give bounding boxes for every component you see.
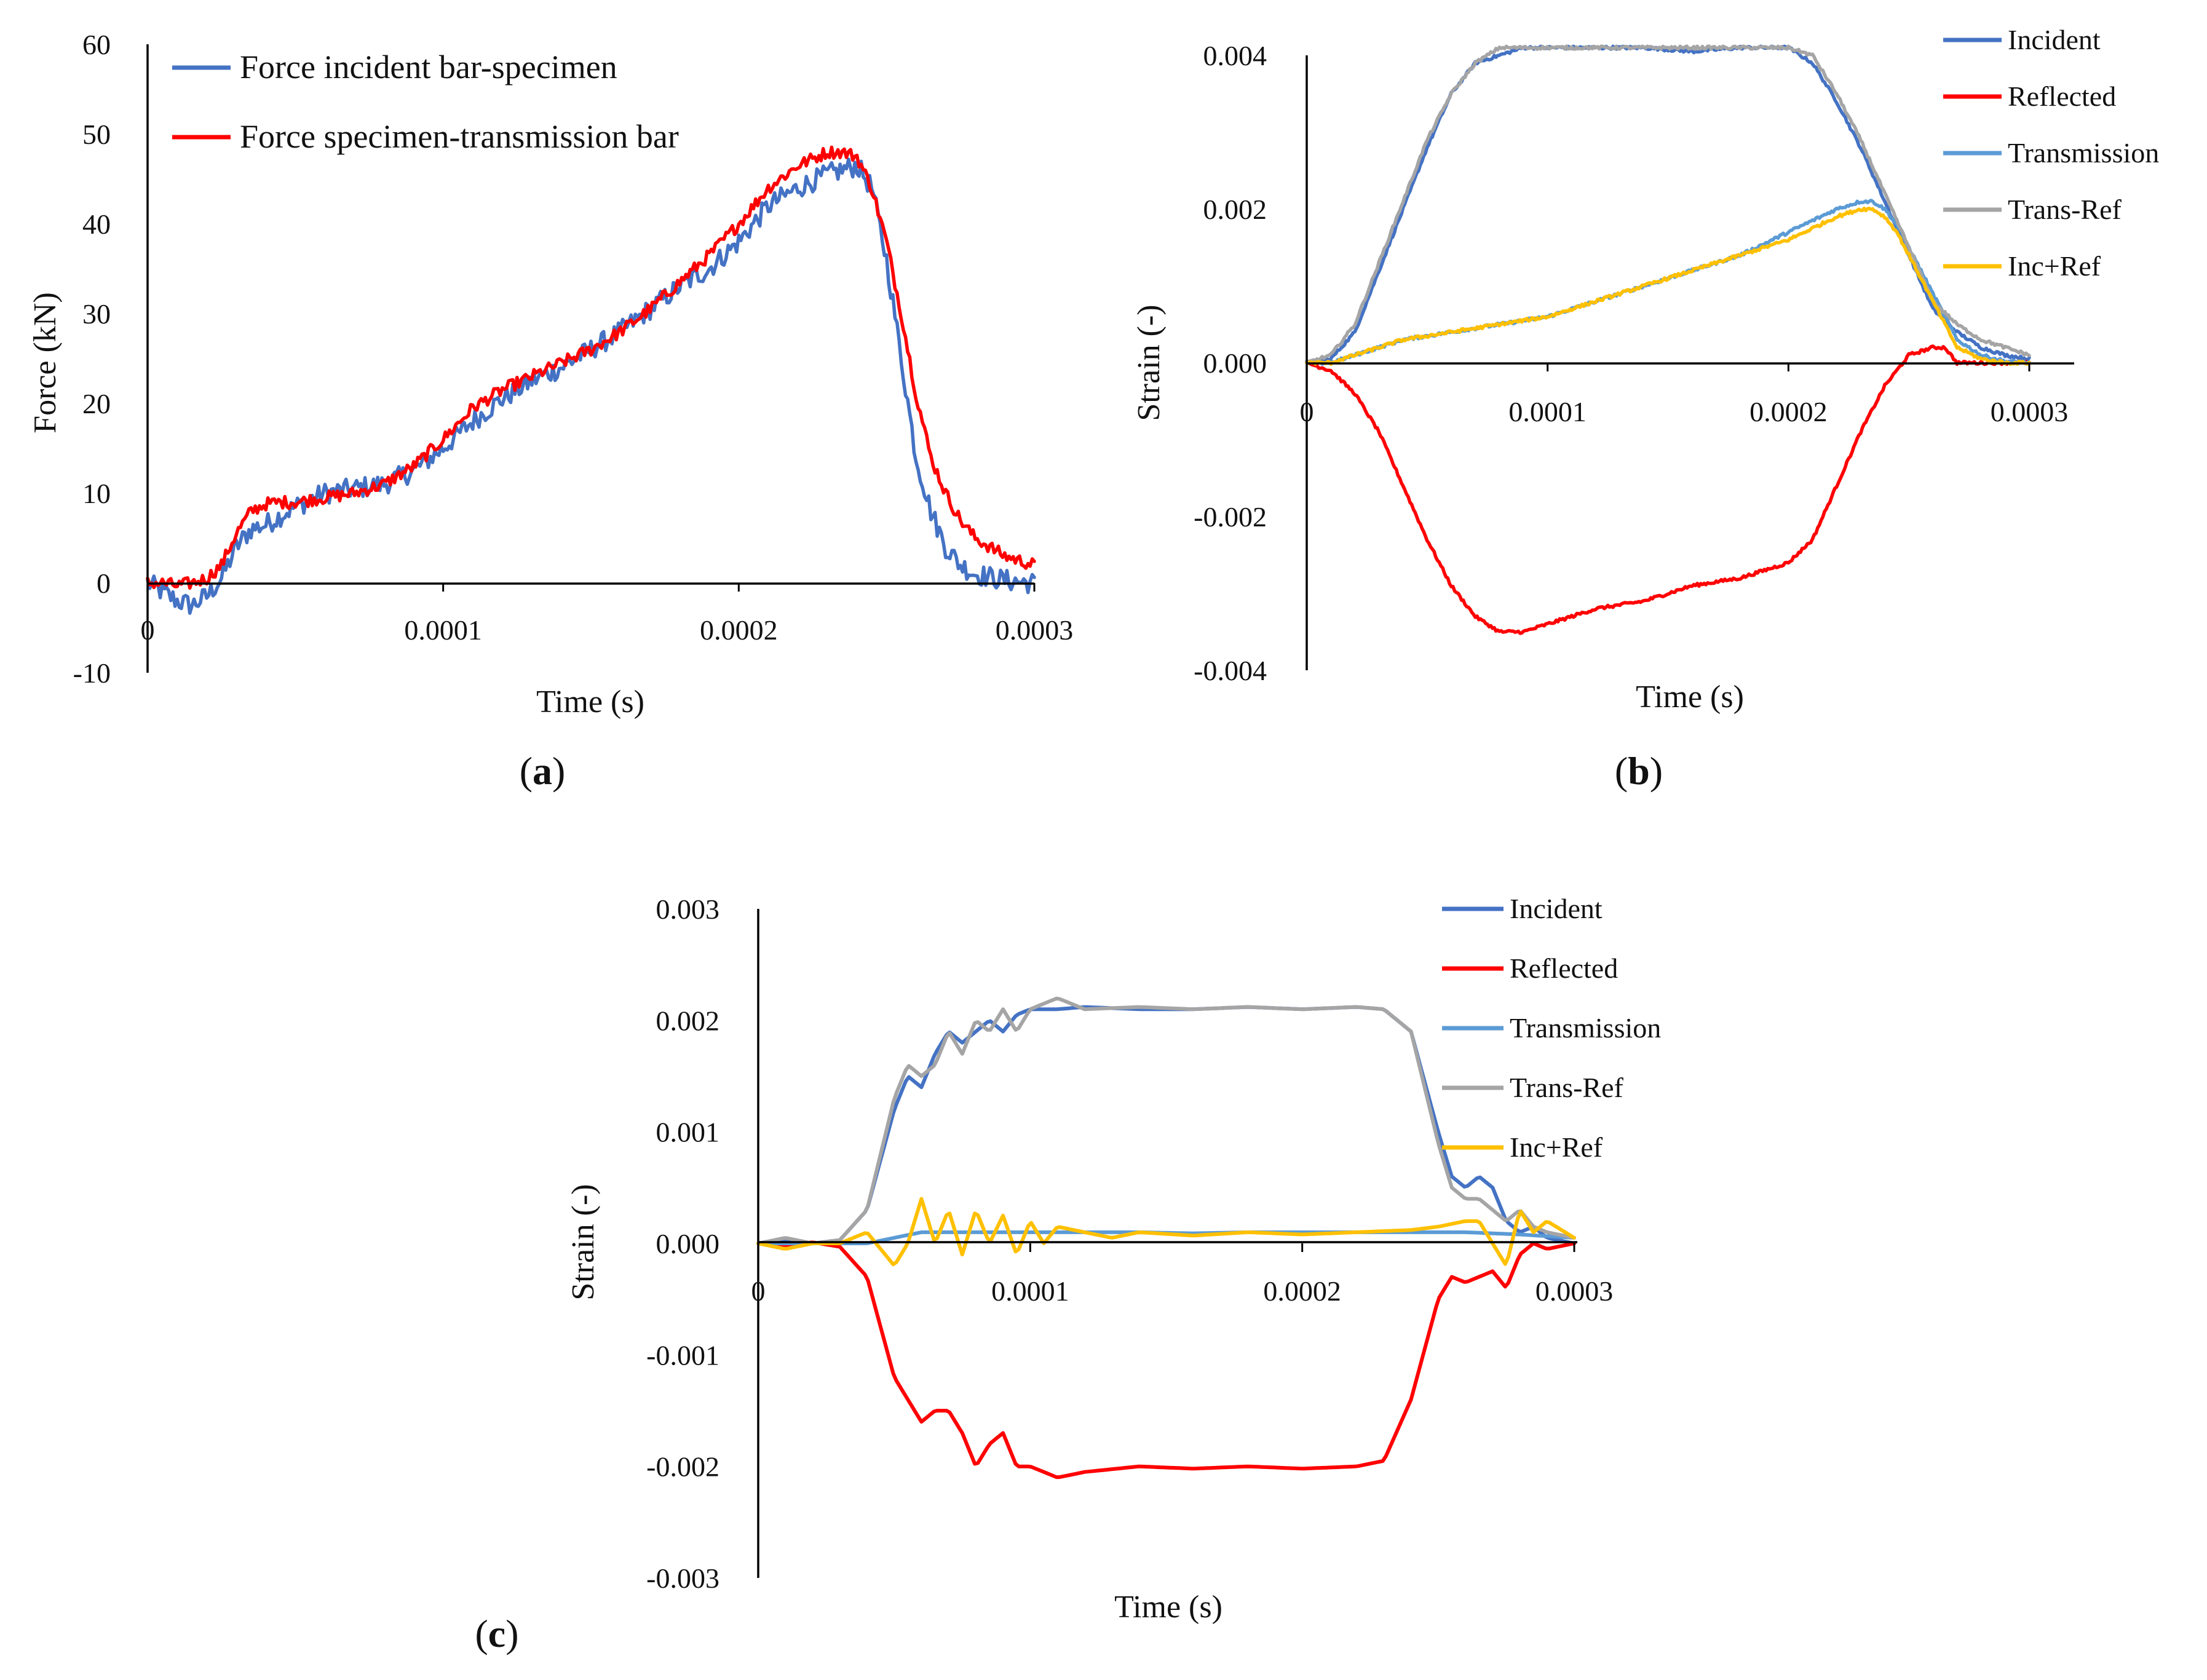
chart-a-y-tick-label: 50 <box>82 119 111 150</box>
chart-b-legend-label: Incident <box>2008 24 2101 55</box>
chart-c-x-tick-label: 0.0003 <box>1535 1275 1614 1307</box>
chart-b-legend-label: Trans-Ref <box>2008 194 2122 225</box>
chart-b-y-tick-label: -0.004 <box>1194 655 1267 686</box>
chart-b-x-tick-label: 0.0002 <box>1749 396 1828 427</box>
chart-a-y-tick-label: 20 <box>82 388 111 419</box>
chart-b-y-tick-label: 0.004 <box>1203 40 1267 71</box>
chart-c-y-tick-label: -0.001 <box>646 1339 719 1371</box>
chart-b-x-tick-label: 0.0003 <box>1991 396 2069 427</box>
chart-b-y-tick-label: -0.002 <box>1194 501 1267 533</box>
chart-c-y-tick-label: 0.000 <box>656 1228 720 1259</box>
chart-b-panel-letter: b <box>1628 749 1650 793</box>
chart-c-y-tick-label: -0.002 <box>646 1451 719 1483</box>
chart-b-y-tick-label: 0.002 <box>1203 194 1267 225</box>
chart-a-y-tick-label: 10 <box>82 478 111 509</box>
chart-a-y-tick-label: 30 <box>82 298 111 330</box>
chart-a-y-tick-label: 0 <box>97 568 111 599</box>
chart-b-y-axis-title: Strain (-) <box>1131 304 1167 421</box>
chart-c-panel-letter: c <box>488 1612 505 1655</box>
chart-a-panel-letter: a <box>533 749 552 793</box>
chart-a-y-tick-label: -10 <box>73 657 111 689</box>
chart-b-legend-label: Transmission <box>2008 137 2159 168</box>
figure-background <box>0 0 2207 1680</box>
chart-c-legend-label: Incident <box>1510 893 1603 924</box>
chart-c-y-tick-label: 0.003 <box>656 893 720 925</box>
chart-a-x-tick-label: 0.0002 <box>700 614 778 646</box>
chart-a-x-tick-label: 0 <box>141 614 155 646</box>
chart-a-panel-label: (a) <box>520 749 566 793</box>
chart-c-x-tick-label: 0.0001 <box>991 1275 1069 1307</box>
chart-c-y-axis-title: Strain (-) <box>566 1184 601 1300</box>
chart-b-y-tick-label: 0.000 <box>1203 347 1267 379</box>
chart-c-x-tick-label: 0.0002 <box>1263 1275 1341 1307</box>
figure: -10 0 10 20 30 40 50 60 0 0.0001 0.0002 0.0003 Tim… <box>0 0 2207 1680</box>
chart-c-x-tick-label: 0 <box>751 1275 766 1307</box>
chart-b-legend-label: Inc+Ref <box>2008 250 2101 282</box>
chart-c-y-tick-label: 0.001 <box>656 1117 720 1148</box>
chart-b-x-axis-title: Time (s) <box>1636 680 1744 715</box>
chart-c-legend-label: Reflected <box>1510 953 1618 984</box>
chart-b-x-tick-label: 0 <box>1300 396 1314 427</box>
chart-c-panel-label: (c) <box>475 1612 518 1655</box>
chart-c-y-tick-label: -0.003 <box>646 1563 719 1594</box>
chart-c-y-tick-label: 0.002 <box>656 1005 720 1036</box>
chart-c-x-axis-title: Time (s) <box>1114 1590 1222 1625</box>
chart-c-legend-label: Trans-Ref <box>1510 1072 1624 1103</box>
chart-c-legend-label: Transmission <box>1510 1012 1661 1044</box>
chart-a-y-tick-label: 60 <box>82 29 111 60</box>
chart-a-x-tick-label: 0.0003 <box>996 614 1074 646</box>
chart-a-legend-label-1: Force incident bar-specimen <box>240 49 617 85</box>
chart-a-x-tick-label: 0.0001 <box>404 614 482 646</box>
chart-b-legend-label: Reflected <box>2008 81 2116 112</box>
chart-a-y-tick-label: 40 <box>82 208 111 240</box>
chart-a-legend-label-2: Force specimen-transmission bar <box>240 118 679 155</box>
chart-a-x-axis-title: Time (s) <box>536 684 644 719</box>
chart-a-y-axis-title: Force (kN) <box>28 292 63 434</box>
chart-b-panel-label: (b) <box>1615 749 1663 793</box>
chart-b-x-tick-label: 0.0001 <box>1508 396 1587 427</box>
chart-c-legend-label: Inc+Ref <box>1510 1131 1603 1163</box>
